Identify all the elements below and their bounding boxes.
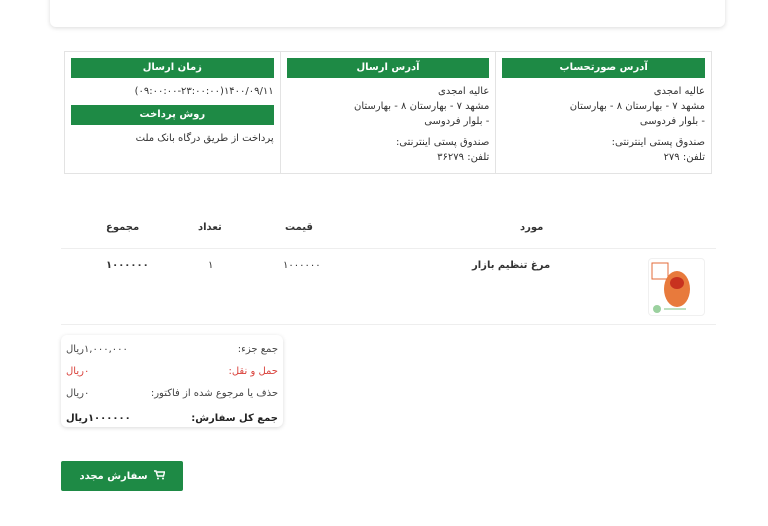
refund-row: حذف یا مرجوع شده از فاکتور: ۰ریال [66,388,278,399]
shipping-address-line2: - بلوار فردوسی [424,116,490,127]
shipping-phone: تلفن: ۳۶۲۷۹ [437,152,490,163]
product-total: ۱۰۰۰۰۰۰ [106,260,149,271]
product-name[interactable]: مرغ تنظیم بازار [472,260,551,271]
column-header-item: مورد [520,222,544,233]
product-qty: ۱ [208,260,214,271]
grand-total-row: جمع کل سفارش: ۱۰۰۰۰۰۰ریال [66,413,278,424]
reorder-button[interactable]: سفارش مجدد [61,461,183,491]
column-header-total: مجموع [106,222,140,233]
billing-name: عالیه امجدی [653,86,705,97]
divider [61,248,716,249]
reorder-label: سفارش مجدد [79,470,148,482]
billing-phone: تلفن: ۲۷۹ [663,152,705,163]
shipping-name: عالیه امجدی [438,86,490,97]
payment-method: پرداخت از طریق درگاه بانک ملت [135,133,274,144]
order-totals: جمع جزء: ۱,۰۰۰,۰۰۰ریال حمل و نقل: ۰ریال حذ… [61,335,283,427]
billing-address-header: آدرس صورتحساب [502,58,705,78]
billing-address: آدرس صورتحساب عالیه امجدی مشهد ۷ - بهارس… [495,52,711,173]
delivery-time: ۱۴۰۰/۰۹/۱۱(۰۹:۰۰:۰۰-۲۳:۰۰:۰۰) [134,86,274,97]
delivery-info: زمان ارسال ۱۴۰۰/۰۹/۱۱(۰۹:۰۰:۰۰-۲۳:۰۰:۰۰)… [65,52,280,173]
billing-postbox: صندوق پستی اینترنتی: [611,137,705,148]
shipping-address: آدرس ارسال عالیه امجدی مشهد ۷ - بهارستان… [279,52,496,173]
order-summary-card [50,0,725,27]
billing-address-line1: مشهد ۷ - بهارستان ۸ - بهارستان [569,101,705,112]
shipping-address-line1: مشهد ۷ - بهارستان ۸ - بهارستان [354,101,490,112]
order-info-box: آدرس صورتحساب عالیه امجدی مشهد ۷ - بهارس… [64,51,712,174]
billing-address-line2: - بلوار فردوسی [639,116,705,127]
product-price: ۱۰۰۰۰۰۰ [283,260,321,271]
column-header-price: قیمت [285,222,313,233]
shipping-row: حمل و نقل: ۰ریال [66,366,278,377]
cart-icon [153,469,165,483]
product-image[interactable] [648,258,705,316]
payment-method-header: روش پرداخت [70,105,274,125]
subtotal-row: جمع جزء: ۱,۰۰۰,۰۰۰ریال [66,344,278,355]
shipping-postbox: صندوق پستی اینترنتی: [395,137,490,148]
delivery-time-header: زمان ارسال [70,58,274,78]
shipping-address-header: آدرس ارسال [286,58,490,78]
column-header-qty: تعداد [198,222,222,233]
divider [61,324,716,325]
